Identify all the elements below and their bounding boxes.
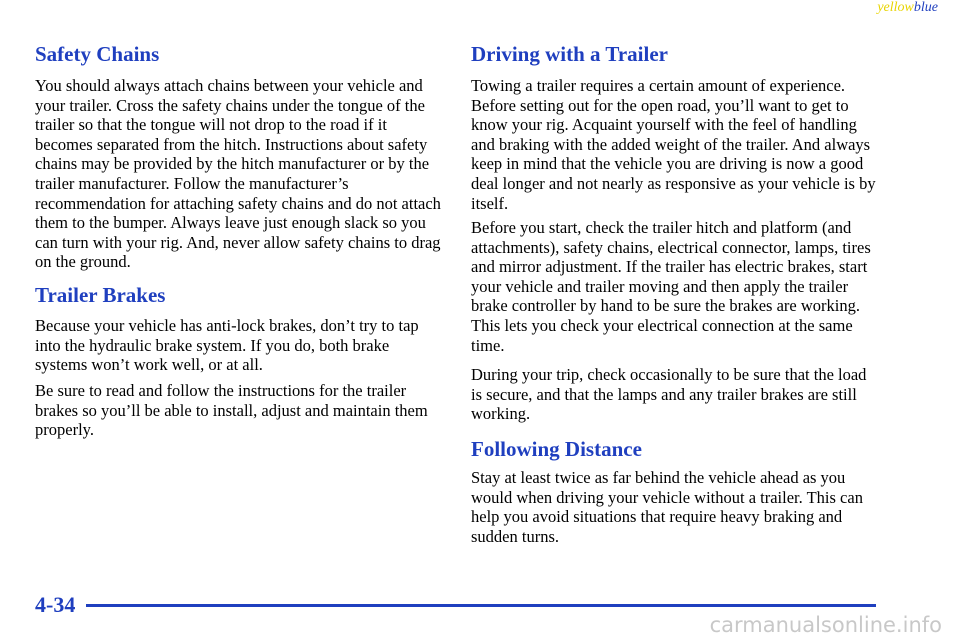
section-heading: Driving with a Trailer: [471, 42, 668, 66]
marker-blue: blue: [913, 0, 938, 15]
paragraph: You should always attach chains between …: [35, 76, 441, 272]
watermark: carmanualsonline.info: [709, 613, 942, 637]
paragraph: Towing a trailer requires a certain amou…: [471, 76, 876, 213]
page-number: 4-34: [35, 592, 76, 617]
paragraph: Because your vehicle has anti-lock brake…: [35, 316, 419, 375]
paragraph: Be sure to read and follow the instructi…: [35, 381, 428, 440]
paragraph: During your trip, check occasionally to …: [471, 365, 867, 424]
header-marker: yellowblue: [877, 0, 938, 16]
marker-yellow: yellow: [877, 0, 914, 15]
section-heading: Following Distance: [471, 437, 642, 461]
paragraph: Before you start, check the trailer hitc…: [471, 218, 871, 355]
paragraph: Stay at least twice as far behind the ve…: [471, 468, 863, 546]
footer-rule: [86, 604, 876, 607]
section-heading: Safety Chains: [35, 42, 160, 66]
section-heading: Trailer Brakes: [35, 283, 166, 307]
